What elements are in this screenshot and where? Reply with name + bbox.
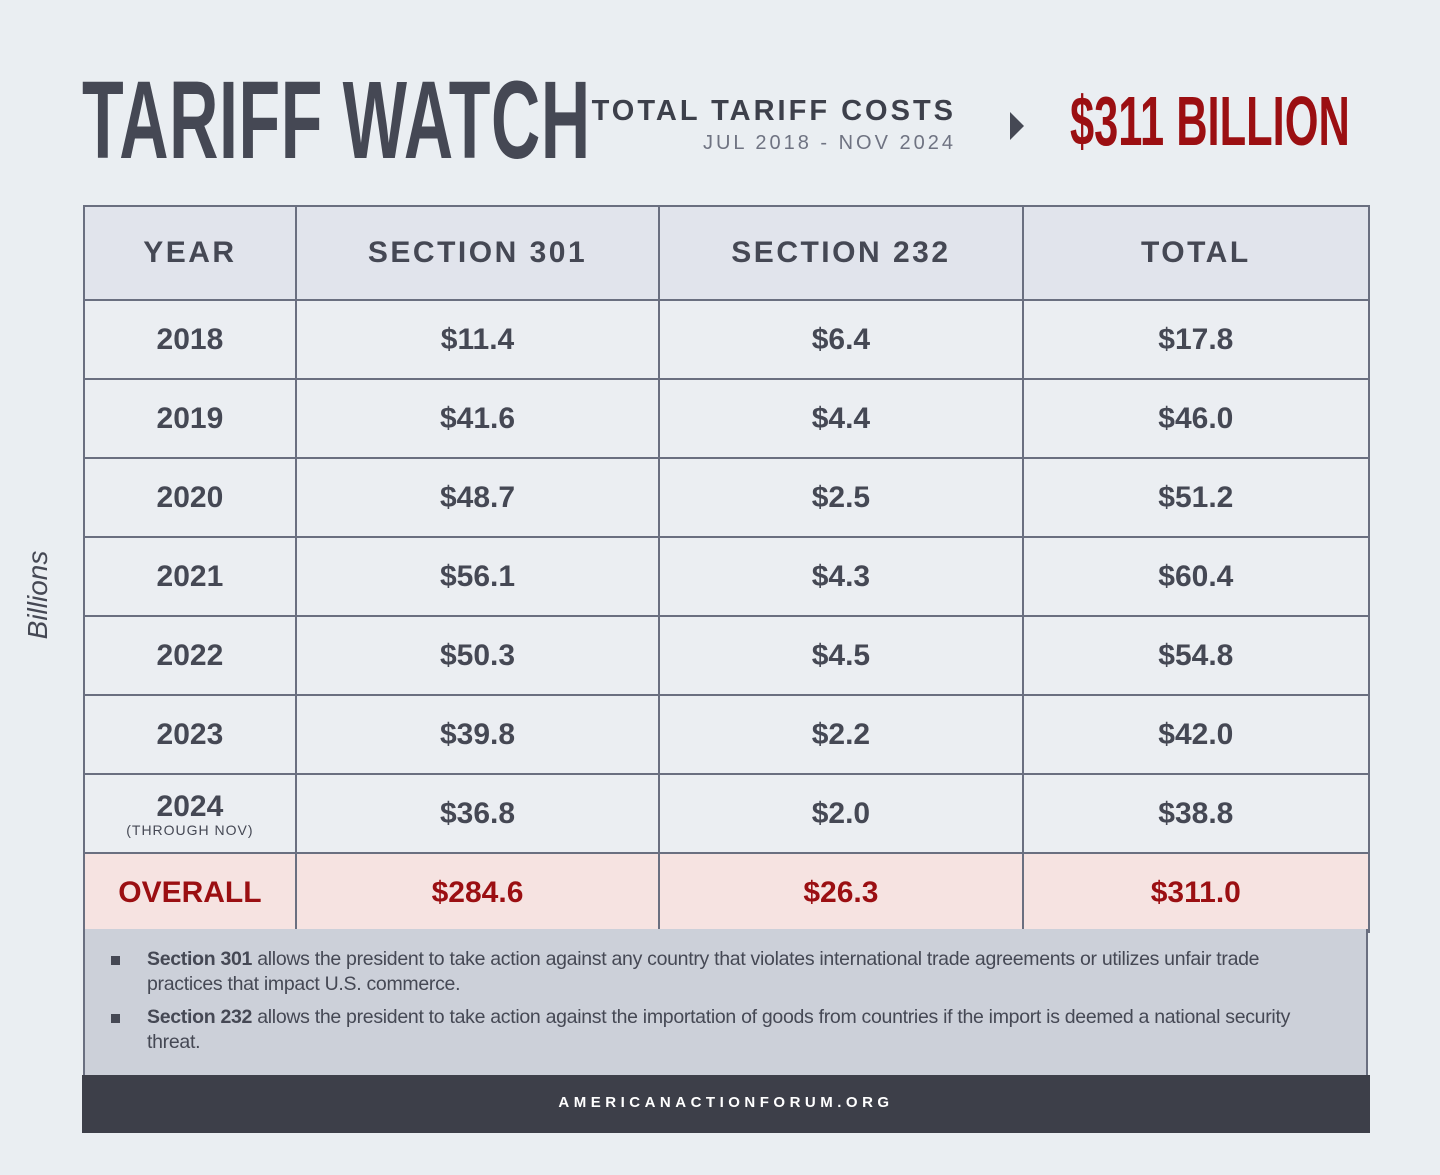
overall-total: $311.0	[1021, 852, 1371, 933]
notes-panel: Section 301 allows the president to take…	[83, 929, 1368, 1075]
cell-year: 2019	[83, 378, 297, 459]
cell-total: $17.8	[1021, 299, 1371, 380]
note-section-301: Section 301 allows the president to take…	[111, 947, 1306, 997]
cell-year: 2023	[83, 694, 297, 775]
summary-label: TOTAL TARIFF COSTS JUL 2018 - NOV 2024	[592, 95, 956, 155]
note-text: allows the president to take action agai…	[147, 948, 1260, 995]
cell-total: $38.8	[1021, 773, 1371, 854]
cell-section-232: $4.3	[658, 536, 1024, 617]
cell-year: 2021	[83, 536, 297, 617]
note-term: Section 232	[147, 1006, 253, 1028]
overall-label: OVERALL	[83, 852, 297, 933]
year-note: (THROUGH NOV)	[126, 821, 254, 838]
table-row: 2023 $39.8 $2.2 $42.0	[83, 694, 1371, 775]
overall-section-301: $284.6	[294, 852, 661, 933]
cell-section-301: $39.8	[294, 694, 661, 775]
year-value: 2024	[156, 789, 224, 823]
column-header-year: YEAR	[83, 205, 297, 301]
cell-section-301: $50.3	[294, 615, 661, 696]
table-row: 2022 $50.3 $4.5 $54.8	[83, 615, 1371, 696]
cell-section-301: $36.8	[294, 773, 661, 854]
cell-section-232: $2.0	[658, 773, 1024, 854]
cell-total: $42.0	[1021, 694, 1371, 775]
year-value: 2023	[156, 717, 224, 751]
cell-section-232: $2.5	[658, 457, 1024, 538]
column-header-total: TOTAL	[1021, 205, 1371, 301]
cell-section-301: $11.4	[294, 299, 661, 380]
cell-year: 2022	[83, 615, 297, 696]
cell-section-301: $56.1	[294, 536, 661, 617]
cell-year: 2018	[83, 299, 297, 380]
cell-total: $54.8	[1021, 615, 1371, 696]
cell-total: $46.0	[1021, 378, 1371, 459]
year-value: 2021	[156, 559, 224, 593]
table-header-row: YEAR SECTION 301 SECTION 232 TOTAL	[83, 205, 1371, 301]
year-value: 2019	[156, 401, 224, 435]
tariff-table: YEAR SECTION 301 SECTION 232 TOTAL 2018 $…	[83, 205, 1371, 933]
cell-section-232: $6.4	[658, 299, 1024, 380]
table-row: 2024 (THROUGH NOV) $36.8 $2.0 $38.8	[83, 773, 1371, 854]
column-header-section-232: SECTION 232	[658, 205, 1024, 301]
table-row: 2019 $41.6 $4.4 $46.0	[83, 378, 1371, 459]
summary-subtitle: TOTAL TARIFF COSTS	[591, 95, 956, 127]
cell-section-232: $4.4	[658, 378, 1024, 459]
year-value: 2020	[156, 480, 224, 514]
cell-total: $51.2	[1021, 457, 1371, 538]
cell-year: 2024 (THROUGH NOV)	[83, 773, 297, 854]
date-range: JUL 2018 - NOV 2024	[702, 132, 956, 154]
footer-website[interactable]: AMERICANACTIONFORUM.ORG	[82, 1075, 1370, 1133]
column-header-section-301: SECTION 301	[294, 205, 661, 301]
cell-section-301: $41.6	[294, 378, 661, 459]
overall-section-232: $26.3	[658, 852, 1024, 933]
cell-section-232: $2.2	[658, 694, 1024, 775]
year-value: 2018	[156, 322, 224, 356]
cell-year: 2020	[83, 457, 297, 538]
total-cost: $311 BILLION	[1070, 82, 1350, 160]
triangle-right-icon	[1010, 112, 1024, 140]
table-row: 2020 $48.7 $2.5 $51.2	[83, 457, 1371, 538]
overall-row: OVERALL $284.6 $26.3 $311.0	[83, 852, 1371, 933]
note-section-232: Section 232 allows the president to take…	[111, 1005, 1306, 1055]
table-row: 2018 $11.4 $6.4 $17.8	[83, 299, 1371, 380]
year-value: 2022	[156, 638, 224, 672]
note-text: allows the president to take action agai…	[147, 1006, 1291, 1053]
cell-total: $60.4	[1021, 536, 1371, 617]
cell-section-301: $48.7	[294, 457, 661, 538]
page-title: TARIFF WATCH	[82, 59, 591, 182]
cell-section-232: $4.5	[658, 615, 1024, 696]
y-axis-label: Billions	[22, 550, 53, 640]
table-row: 2021 $56.1 $4.3 $60.4	[83, 536, 1371, 617]
note-term: Section 301	[147, 948, 253, 970]
